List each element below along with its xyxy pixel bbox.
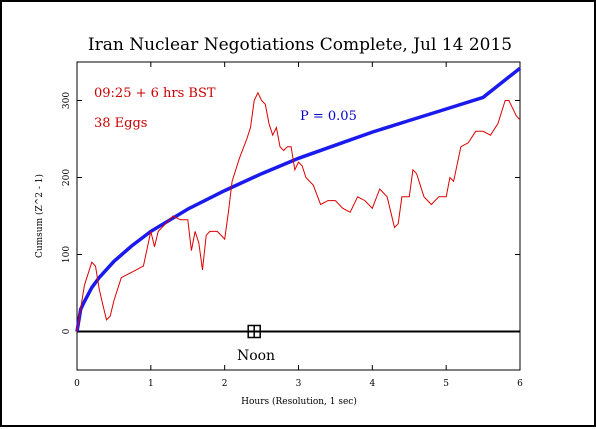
axis-tick-labels: 0 1 2 3 4 5 6 0 100 200 300 xyxy=(62,92,523,389)
x-tick-label: 4 xyxy=(369,379,375,389)
x-tick-label: 3 xyxy=(296,379,302,389)
y-tick-label: 100 xyxy=(62,246,72,263)
chart-title: Iran Nuclear Negotiations Complete, Jul … xyxy=(88,35,512,55)
x-tick-label: 5 xyxy=(443,379,449,389)
noon-marker xyxy=(247,324,261,339)
x-tick-label: 2 xyxy=(222,379,228,389)
x-axis-label: Hours (Resolution, 1 sec) xyxy=(241,396,357,407)
x-tick-label: 1 xyxy=(148,379,154,389)
y-tick-label: 300 xyxy=(62,92,72,109)
axis-ticks xyxy=(76,62,521,370)
y-tick-label: 0 xyxy=(62,328,72,334)
p-value-label: P = 0.05 xyxy=(300,109,357,124)
x-tick-label: 6 xyxy=(517,379,523,389)
series-line-envelope xyxy=(75,66,522,332)
x-tick-label: 0 xyxy=(74,379,80,389)
noon-label: Noon xyxy=(237,348,275,364)
y-tick-label: 200 xyxy=(62,169,72,186)
y-axis-label: Cumsum (Z^2 - 1) xyxy=(34,174,45,258)
series-line-cumsum xyxy=(76,91,521,332)
eggs-annotation: 38 Eggs xyxy=(94,116,147,131)
time-annotation: 09:25 + 6 hrs BST xyxy=(94,86,216,101)
